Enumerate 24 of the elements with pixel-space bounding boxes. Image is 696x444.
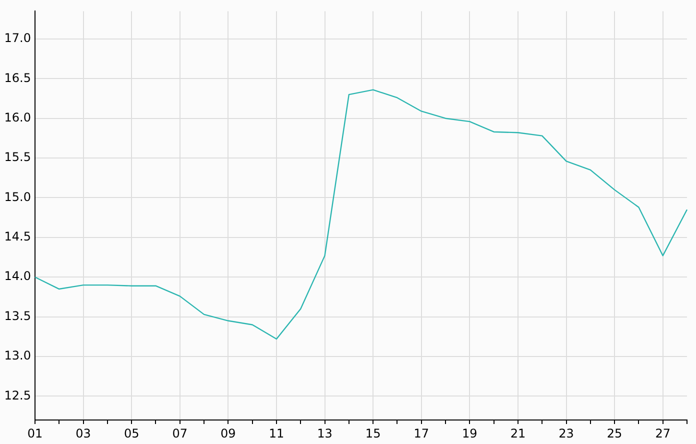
y-tick-label: 15.0	[4, 190, 31, 204]
x-tick-label: 19	[462, 426, 478, 440]
y-tick-label: 13.5	[4, 308, 31, 323]
y-tick-label: 14.0	[4, 269, 31, 284]
x-tick-label: 17	[414, 426, 430, 440]
y-tick-label: 12.5	[4, 388, 31, 402]
x-tick-label: 25	[606, 426, 622, 440]
x-tick-label: 11	[268, 426, 284, 440]
x-tick-label: 05	[124, 426, 140, 440]
x-tick-label: 07	[172, 426, 188, 440]
x-tick-label: 13	[317, 426, 332, 440]
x-tick-label: 23	[558, 426, 574, 440]
x-tick-label: 01	[27, 426, 43, 440]
x-tick-label: 09	[220, 426, 236, 440]
x-tick-label: 03	[76, 426, 91, 440]
y-tick-label: 16.0	[4, 110, 31, 124]
x-tick-label: 21	[510, 426, 526, 440]
x-tick-label: 27	[655, 426, 670, 440]
y-tick-label: 13.0	[4, 348, 31, 363]
y-tick-label: 14.5	[4, 230, 31, 244]
y-tick-label: 16.5	[4, 70, 31, 85]
x-tick-label: 15	[365, 426, 381, 440]
y-tick-label: 15.5	[4, 150, 31, 164]
y-tick-label: 17.0	[4, 31, 31, 46]
